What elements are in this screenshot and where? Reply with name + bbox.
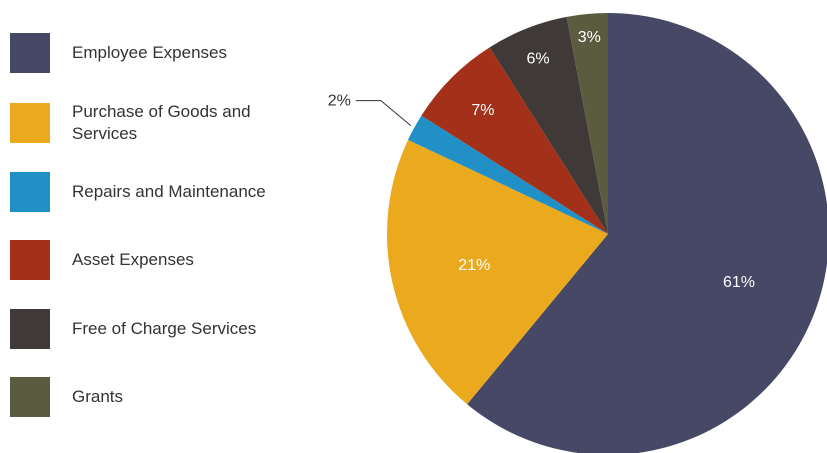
legend-swatch: [10, 377, 50, 417]
slice-label: 61%: [723, 274, 755, 291]
legend-swatch: [10, 240, 50, 280]
legend-swatch: [10, 309, 50, 349]
legend-label: Purchase of Goods and Services: [72, 102, 251, 143]
pie-slice: [387, 139, 608, 405]
legend-item: Employee Expenses: [10, 33, 310, 73]
legend-swatch: [10, 33, 50, 73]
leader-line: [355, 100, 412, 126]
legend: Employee Expenses Purchase of Goods and S…: [10, 0, 310, 453]
legend-item: Purchase of Goods and Services: [10, 102, 310, 143]
legend-item: Free of Charge Services: [10, 309, 310, 349]
slice-label: 2%: [328, 93, 351, 110]
legend-label: Employee Expenses: [72, 43, 227, 62]
legend-label: Free of Charge Services: [72, 319, 257, 338]
pie-slice: [421, 47, 608, 234]
legend-item: Repairs and Maintenance: [10, 172, 310, 212]
legend-item: Grants: [10, 377, 310, 417]
legend-label: Repairs and Maintenance: [72, 182, 266, 201]
legend-label: Asset Expenses: [72, 250, 194, 269]
legend-label: Grants: [72, 387, 124, 406]
pie-slice: [489, 16, 608, 234]
slice-label: 6%: [526, 50, 549, 67]
slice-label: 21%: [458, 257, 490, 274]
legend-swatch: [10, 172, 50, 212]
pie-slice: [408, 115, 608, 234]
pie-slice: [467, 13, 827, 453]
legend-swatch: [10, 103, 50, 143]
slice-label: 7%: [471, 102, 494, 119]
slice-label: 3%: [578, 29, 601, 46]
pie-slice: [566, 13, 608, 234]
legend-item: Asset Expenses: [10, 240, 310, 280]
